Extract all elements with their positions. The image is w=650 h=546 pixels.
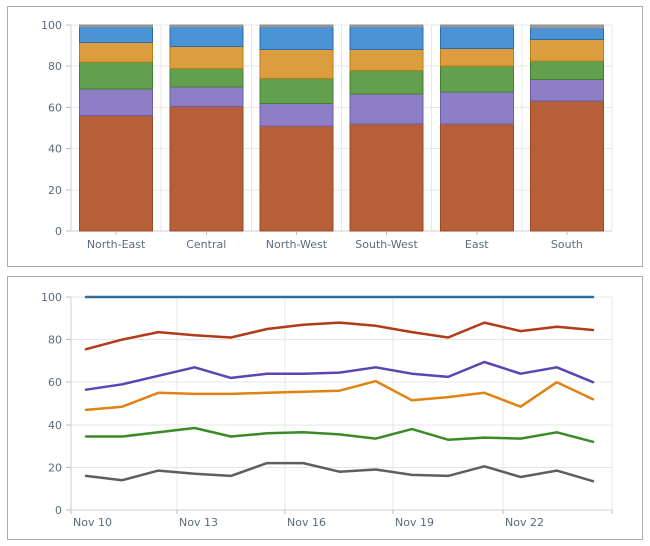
y-axis-tick-label: 60 (48, 376, 62, 389)
x-axis-category-label: East (465, 238, 489, 251)
y-axis-tick-label: 100 (41, 291, 62, 304)
bar-segment-purple-series (439, 91, 514, 125)
stacked-bar-chart-panel: 0 20 40 60 80 100 North-East Central North-West S… (7, 6, 643, 267)
bar-segment-rust-series (439, 123, 514, 232)
line-chart: 0 20 40 60 80 100 Nov 10 Nov 13 Nov 16 Nov 19 Nov … (41, 291, 613, 529)
bar-north-east (79, 24, 154, 232)
bar-segment-orange-series (529, 38, 604, 62)
bar-segment-orange-series (169, 46, 244, 69)
bar-segment-blue-series (79, 26, 154, 44)
y-axis-tick-label: 20 (48, 461, 62, 474)
line-series-green-line (84, 426, 595, 444)
bar-segment-purple-series (259, 102, 334, 127)
x-axis-category-label: South (551, 238, 583, 251)
bar-segment-gray-series (439, 24, 514, 28)
bar-segment-green-series (169, 67, 244, 88)
bar-segment-purple-series (169, 86, 244, 107)
x-axis-tick-label: Nov 10 (73, 516, 112, 529)
bar-segment-purple-series (529, 79, 604, 102)
bar-south-west (349, 24, 424, 232)
bar-segment-orange-series (439, 48, 514, 67)
x-axis-category-label: South-West (355, 238, 418, 251)
y-axis-tick-label: 80 (48, 334, 62, 347)
x-axis-category-label: Central (186, 238, 226, 251)
y-axis-tick-label: 20 (48, 184, 62, 197)
bar-central (169, 24, 244, 232)
bar-segment-blue-series (169, 26, 244, 48)
bar-segment-purple-series (79, 88, 154, 117)
y-axis-tick-label: 80 (48, 60, 62, 73)
bar-segment-green-series (79, 61, 154, 90)
bar-segment-rust-series (529, 100, 604, 232)
line-series-purple-line (84, 360, 595, 391)
bar-segment-green-series (259, 78, 334, 104)
bar-segment-gray-series (79, 24, 154, 28)
bar-segment-orange-series (79, 42, 154, 63)
line-chart-panel: 0 20 40 60 80 100 Nov 10 Nov 13 Nov 16 Nov 19 Nov … (7, 276, 643, 540)
x-axis-tick-label: Nov 22 (505, 516, 544, 529)
bar-segment-orange-series (259, 49, 334, 80)
bar-segment-rust-series (169, 105, 244, 232)
line-series-red-line (84, 321, 595, 351)
bar-segment-green-series (349, 69, 424, 95)
bar-segment-green-series (529, 60, 604, 81)
bar-segment-rust-series (259, 125, 334, 232)
y-axis-tick-label: 60 (48, 101, 62, 114)
bar-segment-purple-series (349, 93, 424, 125)
bar-east (439, 24, 514, 232)
bar-segment-gray-series (169, 24, 244, 28)
bar-segment-blue-series (349, 26, 424, 51)
x-axis-tick-label: Nov 16 (287, 516, 326, 529)
bar-segment-orange-series (349, 49, 424, 71)
y-axis-tick-label: 100 (41, 19, 62, 32)
y-axis-tick-label: 0 (55, 504, 62, 517)
stacked-bar-chart: 0 20 40 60 80 100 North-East Central North-West S… (41, 19, 613, 251)
x-axis-tick-label: Nov 19 (395, 516, 434, 529)
bar-segment-green-series (439, 65, 514, 93)
bar-segment-gray-series (529, 24, 604, 29)
bar-segment-rust-series (349, 123, 424, 232)
bar-segment-gray-series (349, 24, 424, 28)
bar-segment-rust-series (79, 115, 154, 232)
bar-south (529, 24, 604, 232)
bar-segment-gray-series (259, 24, 334, 28)
bar-segment-blue-series (259, 26, 334, 51)
y-axis-tick-label: 40 (48, 419, 62, 432)
x-axis-category-label: North-West (266, 238, 328, 251)
bar-segment-blue-series (529, 27, 604, 40)
y-axis-tick-label: 40 (48, 143, 62, 156)
x-axis-tick-label: Nov 13 (179, 516, 218, 529)
x-axis-category-label: North-East (87, 238, 146, 251)
line-series-orange-line (84, 379, 595, 412)
y-axis-tick-label: 0 (55, 225, 62, 238)
line-series-gray-line (84, 461, 595, 483)
bar-north-west (259, 24, 334, 232)
bar-segment-blue-series (439, 26, 514, 50)
